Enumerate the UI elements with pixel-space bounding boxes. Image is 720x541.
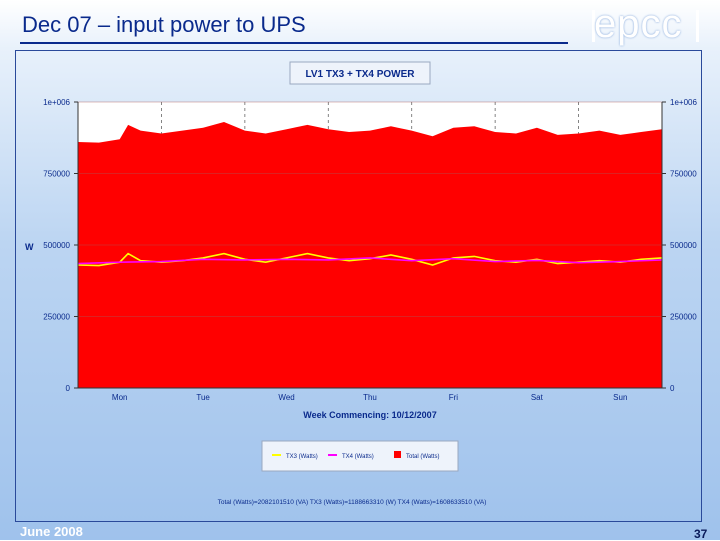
y-tick-label-right: 0 xyxy=(670,384,675,393)
chart-title: LV1 TX3 + TX4 POWER xyxy=(305,69,415,80)
footer-date: June 2008 xyxy=(20,524,83,539)
y-tick-label-right: 1e+006 xyxy=(670,98,697,107)
y-tick-label-right: 750000 xyxy=(670,170,697,179)
area-layer xyxy=(78,122,662,388)
y-axis-label: W xyxy=(25,242,34,252)
epcc-logo: epcc xyxy=(594,2,683,46)
x-tick-label: Tue xyxy=(196,393,210,402)
legend: TX3 (Watts) TX4 (Watts) Total (Watts) xyxy=(261,440,459,472)
y-tick-label-left: 1e+006 xyxy=(43,98,70,107)
logo-left-bar xyxy=(592,10,595,42)
line-layer xyxy=(77,101,663,317)
x-axis-label: Week Commencing: 10/12/2007 xyxy=(303,410,436,420)
y-tick-label-left: 500000 xyxy=(43,241,70,250)
chart-footnote: Total (Watts)=2082101510 (VA) TX3 (Watts… xyxy=(218,499,487,506)
legend-label: TX3 (Watts) xyxy=(286,454,318,460)
series-area-total xyxy=(78,122,662,388)
y-tick-label-left: 250000 xyxy=(43,313,70,322)
legend-label: Total (Watts) xyxy=(406,454,439,460)
y-tick-label-left: 750000 xyxy=(43,170,70,179)
x-tick-label: Sun xyxy=(613,393,627,402)
series-line-tx4 xyxy=(77,257,663,265)
x-tick-label: Sat xyxy=(531,393,544,402)
legend-label: TX4 (Watts) xyxy=(342,454,374,460)
title-underline xyxy=(20,42,568,44)
page-number: 37 xyxy=(694,527,708,541)
x-tick-label: Mon xyxy=(112,393,128,402)
x-tick-label: Thu xyxy=(363,393,377,402)
slide-title: Dec 07 – input power to UPS xyxy=(22,12,306,37)
axis-layer: 0 0 250000 250000 500000 500000 750000 750000 1e… xyxy=(43,98,697,402)
chart-title-box: LV1 TX3 + TX4 POWER xyxy=(289,61,431,85)
logo-right-bar xyxy=(696,10,699,42)
x-tick-label: Wed xyxy=(278,393,294,402)
y-tick-label-left: 0 xyxy=(66,384,71,393)
y-tick-label-right: 250000 xyxy=(670,313,697,322)
y-tick-label-right: 500000 xyxy=(670,241,697,250)
chart-frame xyxy=(15,50,702,522)
legend-swatch-total xyxy=(394,451,401,458)
x-tick-label: Fri xyxy=(449,393,459,402)
